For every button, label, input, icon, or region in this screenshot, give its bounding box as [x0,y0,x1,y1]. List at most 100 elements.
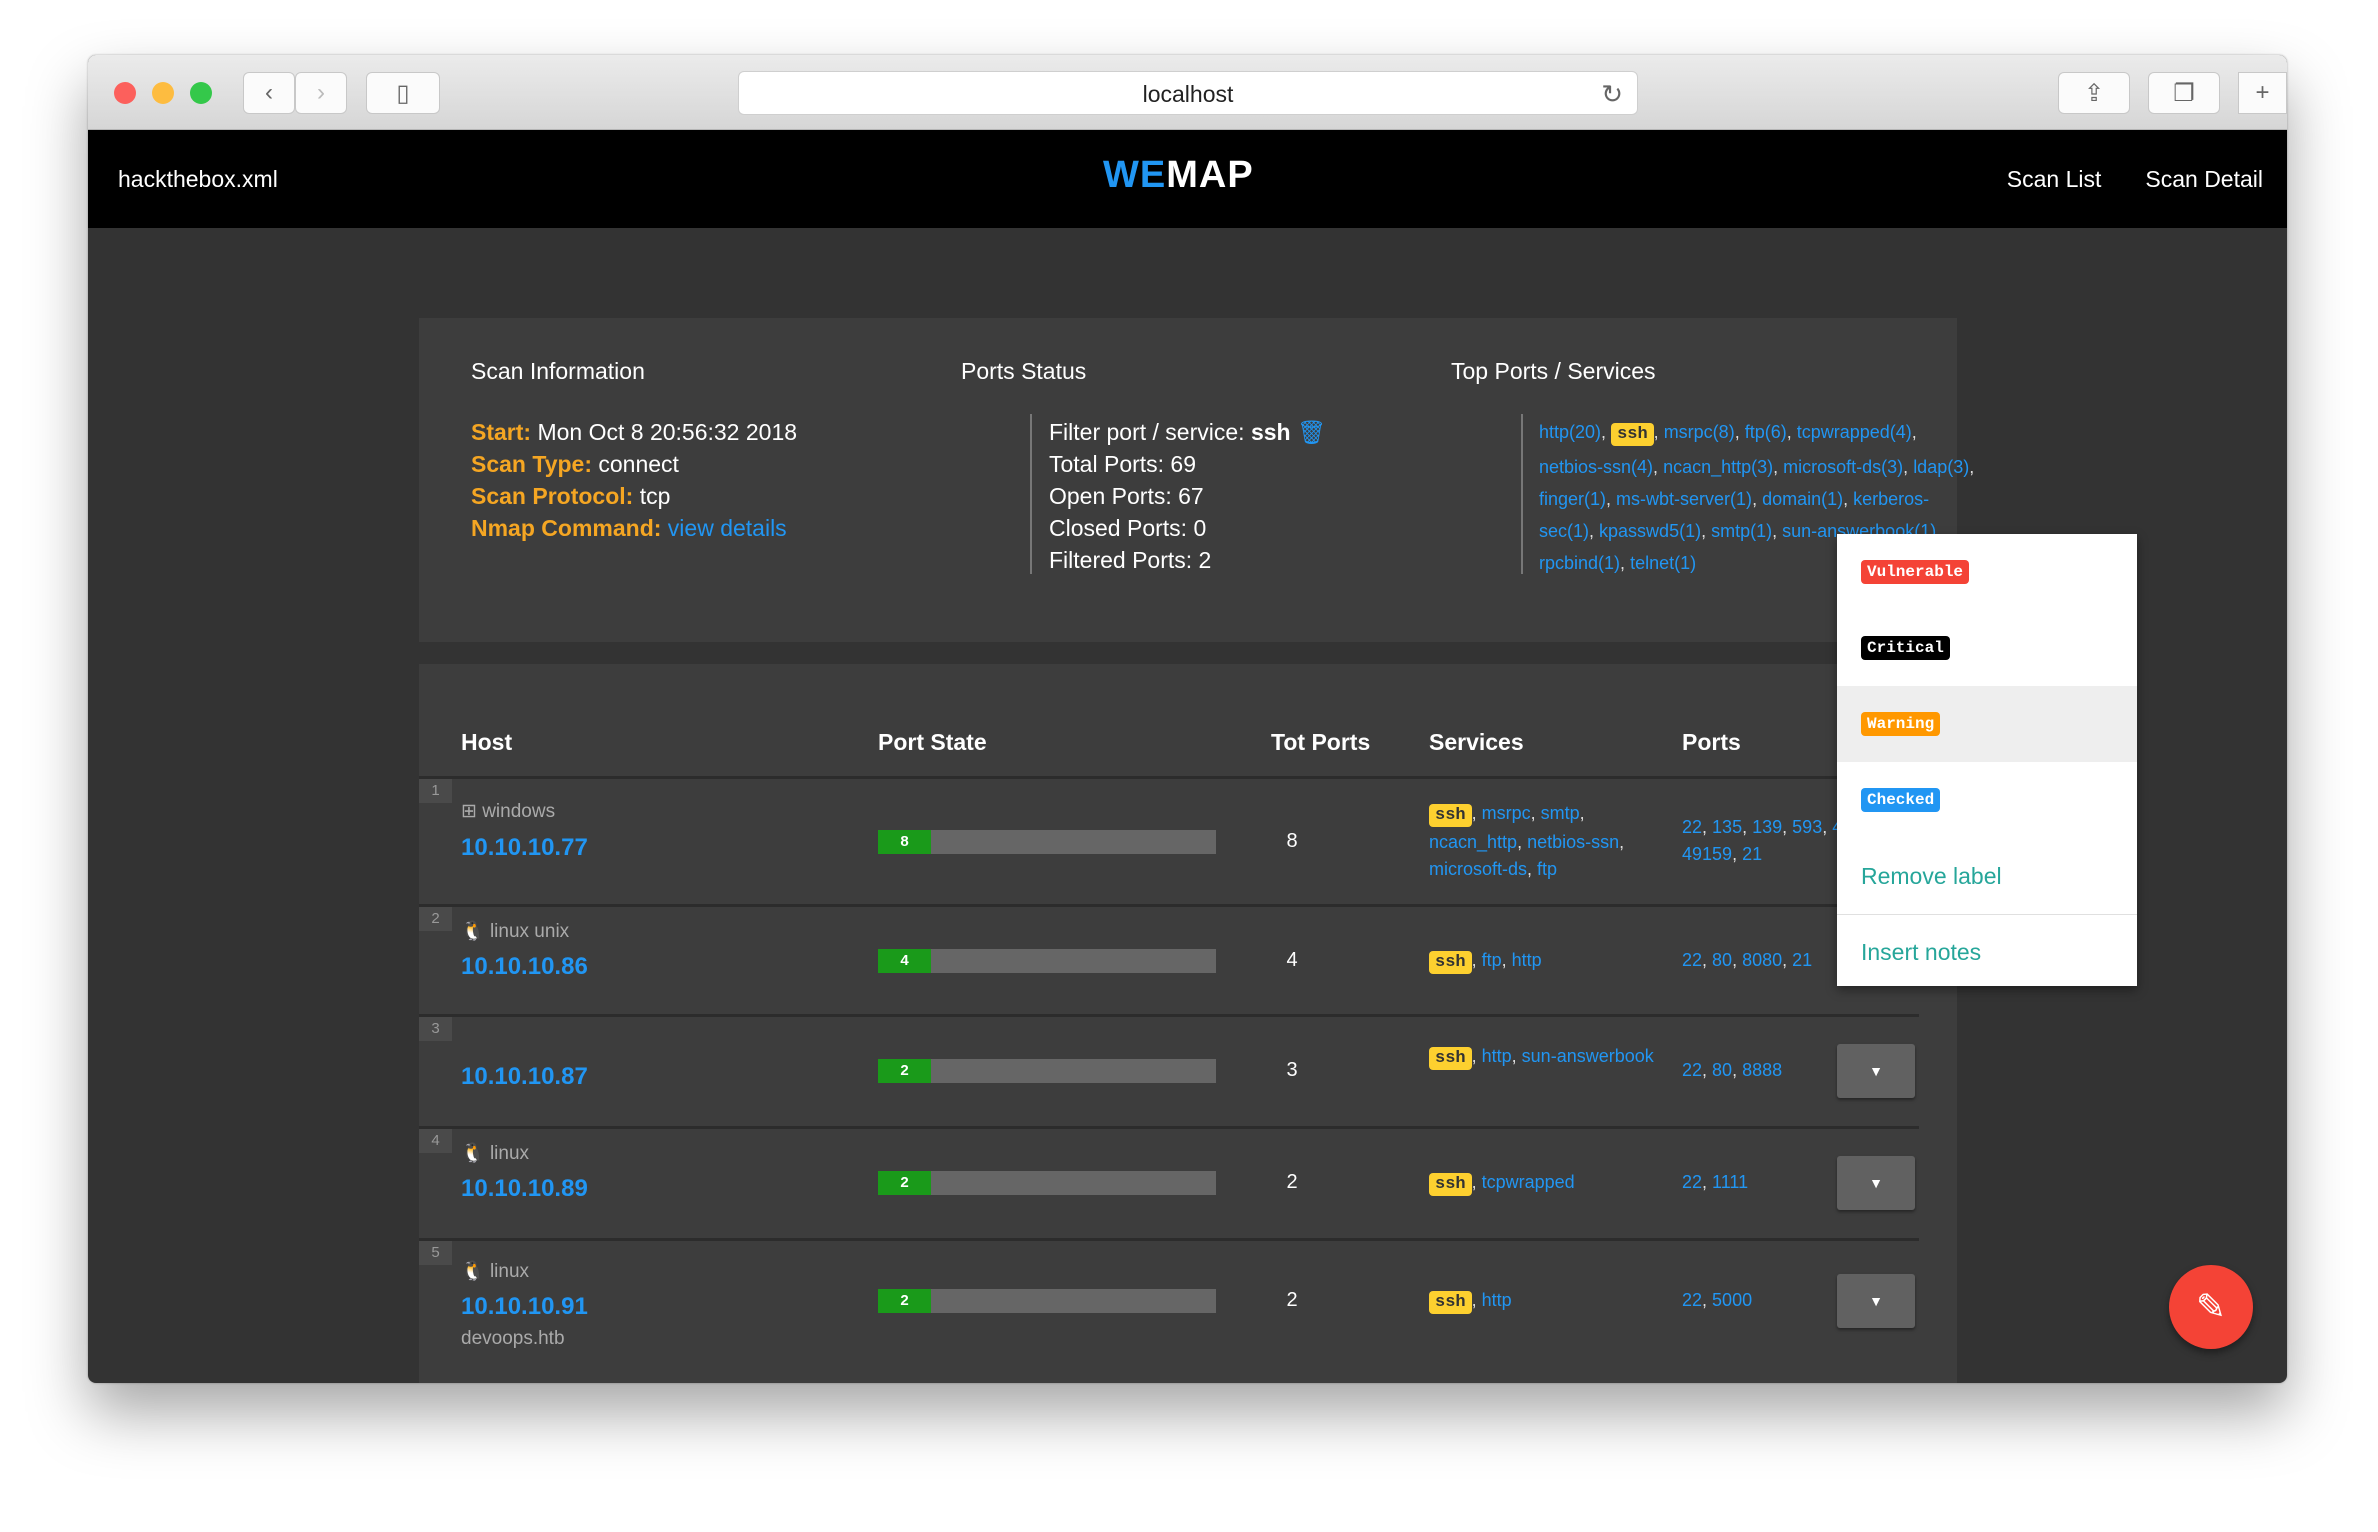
service-link[interactable]: rpcbind(1) [1539,553,1621,573]
service-link[interactable]: kpasswd5(1) [1599,521,1702,541]
ssh-badge[interactable]: ssh [1429,950,1472,974]
service-link[interactable]: http(20) [1539,422,1602,442]
label-dropdown-button[interactable]: ▼ [1837,1274,1915,1328]
service-link[interactable]: smtp(1) [1711,521,1773,541]
share-icon[interactable]: ⇪ [2058,72,2130,114]
ssh-badge[interactable]: ssh [1429,1047,1472,1070]
port-state-bar: 2 [878,1289,1216,1313]
host-ip-link[interactable]: 10.10.10.91 [461,1293,588,1320]
reload-icon[interactable]: ↻ [1601,79,1623,109]
os-label: 🐧 linux [461,1259,529,1283]
service-link[interactable]: 22 [1682,1172,1703,1192]
service-link[interactable]: http [1481,1290,1512,1310]
menu-item-critical[interactable]: Critical [1837,610,2137,686]
service-link[interactable]: 80 [1712,1060,1733,1080]
sidebar-toggle-icon[interactable]: ▯ [366,72,440,114]
services-list: ssh, ftp, http [1429,947,1669,976]
table-row: 1 ⊞ windows 10.10.10.77 8 8 ssh, msrpc, smtp,… [419,776,1919,901]
service-link[interactable]: 1111 [1712,1172,1749,1192]
menu-item-remove-label[interactable]: Remove label [1861,862,2002,889]
service-link[interactable]: telnet(1) [1630,553,1697,573]
new-tab-icon[interactable]: + [2238,72,2287,114]
maximize-window-button[interactable] [190,82,212,104]
service-link[interactable]: msrpc [1481,802,1531,823]
top-ports-title: Top Ports / Services [1451,358,1656,384]
start-label: Start: [471,419,532,445]
ssh-badge[interactable]: ssh [1611,423,1654,446]
label-dropdown-button[interactable]: ▼ [1837,1156,1915,1210]
label-dropdown-button[interactable]: ▼ [1837,1044,1915,1098]
service-link[interactable]: smtp [1540,802,1580,823]
menu-item-warning[interactable]: Warning [1837,686,2137,762]
table-row: 4 🐧 linux 10.10.10.89 2 2 ssh, tcpwrapped 22, … [419,1126,1919,1234]
service-link[interactable]: http [1511,949,1542,970]
ports-list: 22, 1111 [1682,1172,1749,1192]
service-link[interactable]: tcpwrapped [1481,1172,1575,1192]
vulnerable-tag: Vulnerable [1861,560,1970,584]
label-dropdown-menu: Vulnerable Critical Warning Checked Remo… [1837,534,2137,986]
view-details-link[interactable]: view details [667,515,787,541]
nav-scan-detail[interactable]: Scan Detail [2145,166,2263,192]
windows-icon: ⊞ [461,800,477,822]
service-link[interactable]: http [1481,1046,1512,1066]
service-link[interactable]: ms-wbt-server(1) [1616,489,1753,509]
service-link[interactable]: 22 [1682,816,1703,837]
open-ports-fill: 2 [878,1171,931,1195]
service-link[interactable]: microsoft-ds(3) [1783,457,1904,477]
services-list: ssh, msrpc, smtp, ncacn_http, netbios-ss… [1429,802,1625,879]
back-button[interactable]: ‹ [243,72,295,114]
ssh-badge[interactable]: ssh [1429,1173,1472,1196]
service-link[interactable]: ncacn_http(3) [1663,457,1774,477]
service-link[interactable]: kerberos-sec(1) [1539,489,1930,541]
service-link[interactable]: 21 [1742,843,1763,864]
host-ip-link[interactable]: 10.10.10.86 [461,952,588,980]
menu-item-insert-notes[interactable]: Insert notes [1837,914,2137,990]
host-ip-link[interactable]: 10.10.10.89 [461,1175,588,1202]
service-link[interactable]: tcpwrapped(4) [1796,422,1912,442]
host-ip-link[interactable]: 10.10.10.77 [461,833,588,861]
service-link[interactable]: 80 [1712,949,1733,970]
service-link[interactable]: 22 [1682,1290,1703,1310]
service-link[interactable]: netbios-ssn [1527,831,1620,852]
service-link[interactable]: ftp [1537,858,1558,879]
service-link[interactable]: 135 [1712,816,1743,837]
edit-fab-button[interactable]: ✎ [2169,1265,2253,1349]
service-link[interactable]: 8080 [1742,949,1783,970]
service-link[interactable]: 22 [1682,949,1703,970]
service-link[interactable]: netbios-ssn(4) [1539,457,1654,477]
start-value: Mon Oct 8 20:56:32 2018 [537,419,798,445]
address-bar[interactable]: localhost ↻ [738,71,1638,115]
forward-button[interactable]: › [295,72,347,114]
menu-item-vulnerable[interactable]: Vulnerable [1837,534,2137,610]
service-link[interactable]: 22 [1682,1060,1703,1080]
os-text: linux unix [489,920,570,942]
service-link[interactable]: 49159 [1682,843,1733,864]
service-link[interactable]: microsoft-ds [1429,858,1528,879]
service-link[interactable]: sun-answerbook [1521,1046,1654,1066]
service-link[interactable]: domain(1) [1762,489,1844,509]
service-link[interactable]: 5000 [1712,1290,1753,1310]
trash-icon[interactable]: 🗑 [1296,419,1327,445]
service-link[interactable]: ftp [1481,949,1502,970]
service-link[interactable]: finger(1) [1539,489,1607,509]
scan-info: Start: Mon Oct 8 20:56:32 2018 Scan Type… [471,416,797,544]
service-link[interactable]: ldap(3) [1913,457,1970,477]
service-link[interactable]: 593 [1792,816,1823,837]
ports-list: 22, 80, 8888 [1682,1060,1783,1080]
menu-item-checked[interactable]: Checked [1837,762,2137,838]
webmap-logo[interactable]: WEMAP [1103,154,1254,197]
service-link[interactable]: ftp(6) [1744,422,1787,442]
service-link[interactable]: ncacn_http [1429,831,1518,852]
nav-scan-list[interactable]: Scan List [2006,166,2102,192]
service-link[interactable]: 139 [1752,816,1783,837]
ssh-badge[interactable]: ssh [1429,803,1472,827]
ssh-badge[interactable]: ssh [1429,1291,1472,1314]
tabs-icon[interactable]: ❐ [2148,72,2220,114]
host-ip-link[interactable]: 10.10.10.87 [461,1063,588,1090]
logo-text-right: MAP [1166,154,1254,196]
service-link[interactable]: msrpc(8) [1663,422,1735,442]
service-link[interactable]: 21 [1792,949,1813,970]
service-link[interactable]: 8888 [1742,1060,1783,1080]
close-window-button[interactable] [114,82,136,104]
minimize-window-button[interactable] [152,82,174,104]
